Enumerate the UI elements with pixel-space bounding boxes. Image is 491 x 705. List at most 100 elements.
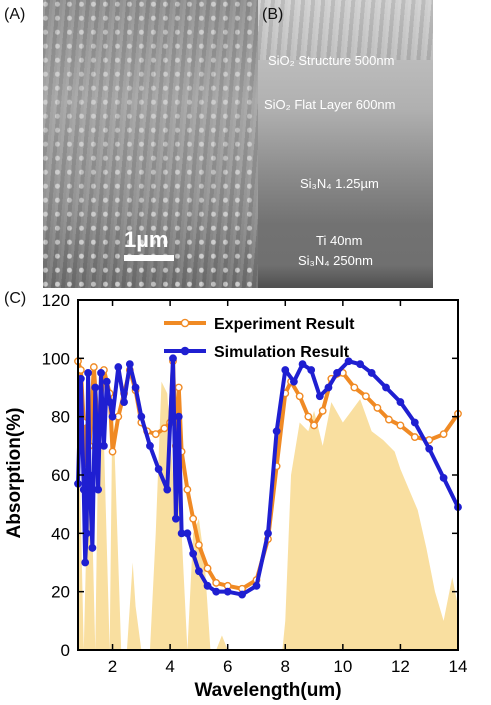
y-tick-label: 40 [51,524,70,543]
data-point-simulation [183,529,192,538]
spectrum-fill-layer [78,381,458,650]
x-tick-label: 10 [333,657,352,676]
data-point-simulation [367,369,376,377]
y-tick-label: 80 [51,408,70,427]
data-point-simulation [195,567,203,576]
legend-swatch-marker [180,346,190,356]
data-point-experiment [151,430,160,439]
x-tick-label: 8 [281,657,290,676]
y-tick-label: 120 [42,291,70,310]
data-point-simulation [223,587,232,596]
data-point-simulation [238,590,246,599]
data-point-simulation [281,366,290,374]
data-point-simulation [356,360,365,369]
data-point-simulation [82,529,91,538]
data-point-simulation [252,581,261,590]
data-point-simulation [169,354,177,363]
scale-bar-label: 1µm [124,227,169,252]
data-point-experiment [396,421,405,430]
data-point-simulation [85,471,94,479]
data-point-simulation [125,360,134,369]
data-point-experiment [439,430,448,439]
data-point-simulation [307,366,316,374]
data-point-simulation [114,363,123,371]
data-point-experiment [350,383,359,392]
data-point-simulation [146,441,154,450]
data-point-simulation [272,427,281,436]
y-tick-label: 20 [51,583,70,602]
layer-ti: Ti 40nm [316,233,363,248]
layer-si3n4-thick: Si₃N₄ 1.25µm [300,176,379,191]
y-axis-label: Absorption(%) [4,408,25,539]
scale-bar [124,255,174,261]
legend-label: Experiment Result [214,316,355,333]
x-tick-label: 2 [108,657,117,676]
x-axis-label: Wavelength(um) [194,680,341,701]
data-point-experiment [108,447,117,456]
data-point-simulation [439,474,448,482]
data-point-simulation [396,398,405,406]
data-point-simulation [163,485,172,494]
data-point-experiment [373,404,382,412]
data-point-experiment [361,392,370,401]
axis-layer: 0 20 40 60 80 100 120 2 4 6 8 10 12 14 [42,291,468,676]
data-point-experiment [385,415,393,424]
data-point-simulation [120,398,128,406]
data-point-simulation [79,485,88,494]
data-point-simulation [382,383,390,392]
y-tick-label: 0 [61,641,70,660]
structure-texture [258,0,433,60]
y-tick-label: 60 [51,466,70,485]
data-point-simulation [344,357,353,366]
sem-texture [43,0,258,288]
data-point-experiment [203,564,212,573]
data-point-simulation [137,412,146,421]
data-point-experiment [295,392,304,401]
data-point-experiment [189,514,198,523]
data-point-simulation [84,369,92,377]
series-layer [74,354,462,599]
data-point-simulation [154,465,163,474]
data-point-simulation [102,377,111,386]
data-point-simulation [189,549,198,558]
data-point-simulation [81,558,90,567]
data-point-experiment [410,433,419,441]
absorption-chart: 0 20 40 60 80 100 120 2 4 6 8 10 12 14 Experiment Res… [4,291,468,701]
data-point-simulation [212,587,221,596]
y-tick-label: 100 [42,349,70,368]
data-point-simulation [171,514,180,523]
data-point-simulation [264,529,272,538]
sem-image-cross-section [258,0,433,288]
data-point-simulation [88,544,97,552]
data-point-simulation [91,383,100,392]
panel-a-label: (A) [4,6,26,23]
data-point-simulation [203,581,212,590]
legend-swatch-marker [180,318,190,328]
data-point-simulation [108,412,117,421]
data-point-simulation [298,360,307,369]
data-point-simulation [131,383,140,392]
x-tick-label: 6 [223,657,232,676]
spectrum-area-fill [78,381,458,650]
data-point-experiment [174,383,183,392]
layer-sio2-structure: SiO₂ Structure 500nm [268,53,395,68]
data-point-experiment [304,412,313,421]
x-tick-label: 12 [391,657,410,676]
data-point-simulation [105,398,114,406]
data-point-simulation [324,383,333,392]
data-point-simulation [174,412,183,421]
x-tick-label: 4 [165,657,174,676]
data-point-experiment [318,406,327,415]
layer-si3n4-thin: Si₃N₄ 250nm [298,253,373,268]
data-point-simulation [290,377,298,386]
legend-label: Simulation Result [214,344,350,361]
data-point-experiment [183,485,192,494]
data-point-experiment [212,579,221,587]
data-point-simulation [425,444,434,453]
x-tick-label: 14 [449,657,468,676]
data-point-simulation [315,392,324,401]
legend: Experiment Result Simulation Result [164,316,355,361]
data-point-experiment [195,541,203,549]
layer-sio2-flat: SiO₂ Flat Layer 600nm [264,97,396,112]
data-point-simulation [94,485,103,494]
